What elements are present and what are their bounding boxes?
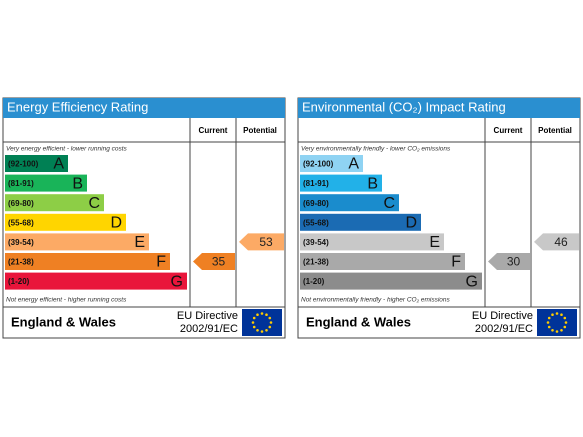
bottom-note: Not environmentally friendly - higher CO… bbox=[301, 297, 451, 304]
band-letter: B bbox=[367, 175, 378, 192]
band-letter: C bbox=[383, 195, 395, 212]
band bbox=[5, 253, 170, 270]
flag-star bbox=[260, 312, 264, 315]
band bbox=[300, 253, 465, 270]
flag-star bbox=[265, 313, 268, 317]
band bbox=[5, 213, 126, 231]
band-range: (1-20) bbox=[8, 277, 30, 286]
column-header: Potential bbox=[243, 126, 277, 135]
rating-value: 35 bbox=[212, 255, 226, 269]
band-range: (69-80) bbox=[303, 199, 329, 208]
flag-star bbox=[268, 316, 272, 320]
flag-star bbox=[547, 325, 551, 329]
band bbox=[300, 233, 444, 251]
region: England & Wales bbox=[11, 314, 116, 329]
rating-arrow bbox=[193, 253, 235, 270]
rating-arrow bbox=[488, 253, 530, 270]
band-range: (1-20) bbox=[303, 277, 325, 286]
directive: EU Directive bbox=[472, 310, 533, 322]
title-bar bbox=[3, 98, 285, 118]
band-letter: G bbox=[171, 273, 183, 290]
band-letter: E bbox=[429, 234, 440, 251]
band bbox=[5, 272, 187, 290]
band-range: (21-38) bbox=[8, 258, 34, 267]
rating-panel: Energy Efficiency Rating Current Potential… bbox=[2, 97, 286, 339]
band bbox=[300, 174, 382, 192]
band-range: (69-80) bbox=[8, 199, 34, 208]
column-header: Potential bbox=[538, 126, 572, 135]
rating-value: 30 bbox=[507, 255, 521, 269]
panel-title: Environmental (CO₂) Impact Rating bbox=[302, 99, 506, 114]
flag-star bbox=[256, 313, 259, 317]
band bbox=[300, 155, 363, 172]
flag-star bbox=[256, 328, 259, 332]
rating-value: 46 bbox=[554, 235, 568, 249]
band-range: (92-100) bbox=[303, 160, 334, 169]
flag-star bbox=[252, 325, 256, 329]
title-bar bbox=[298, 98, 580, 118]
flag-star bbox=[563, 316, 567, 320]
band-range: (39-54) bbox=[8, 238, 34, 247]
band-letter: G bbox=[466, 273, 478, 290]
directive-code: 2002/91/EC bbox=[475, 323, 533, 335]
flag-star bbox=[555, 312, 559, 315]
directive-code: 2002/91/EC bbox=[180, 323, 238, 335]
flag-star bbox=[560, 313, 563, 317]
band-letter: D bbox=[110, 215, 122, 232]
band-letter: F bbox=[451, 254, 461, 271]
band-letter: B bbox=[72, 175, 83, 192]
band bbox=[5, 174, 87, 192]
band-letter: E bbox=[134, 234, 145, 251]
flag-star bbox=[563, 325, 567, 329]
band-letter: D bbox=[405, 215, 417, 232]
band bbox=[300, 272, 482, 290]
flag-star bbox=[560, 328, 563, 332]
rating-arrow bbox=[239, 233, 284, 251]
flag-star bbox=[551, 328, 554, 332]
band-range: (55-68) bbox=[303, 218, 329, 227]
band-letter: F bbox=[156, 254, 166, 271]
flag-star bbox=[546, 321, 550, 324]
band-range: (92-100) bbox=[8, 160, 39, 169]
band-letter: A bbox=[53, 156, 64, 173]
flag-star bbox=[551, 313, 554, 317]
band-letter: C bbox=[88, 195, 100, 212]
flag-star bbox=[564, 321, 568, 324]
band bbox=[300, 213, 421, 231]
column-header: Current bbox=[494, 126, 523, 135]
top-note: Very energy efficient - lower running co… bbox=[6, 146, 128, 153]
band-range: (21-38) bbox=[303, 258, 329, 267]
band bbox=[300, 194, 399, 212]
band-range: (81-91) bbox=[8, 179, 34, 188]
flag-star bbox=[555, 330, 559, 333]
rating-panel: Environmental (CO₂) Impact Rating Current… bbox=[297, 97, 581, 339]
flag-star bbox=[265, 328, 268, 332]
flag-star bbox=[269, 321, 273, 324]
flag-star bbox=[268, 325, 272, 329]
flag-star bbox=[252, 316, 256, 320]
region: England & Wales bbox=[306, 314, 411, 329]
band-range: (39-54) bbox=[303, 238, 329, 247]
band bbox=[5, 194, 104, 212]
flag-star bbox=[260, 330, 264, 333]
flag-star bbox=[547, 316, 551, 320]
band-range: (81-91) bbox=[303, 179, 329, 188]
bottom-note: Not energy efficient - higher running co… bbox=[6, 297, 127, 304]
top-note: Very environmentally friendly - lower CO… bbox=[301, 146, 451, 153]
column-header: Current bbox=[199, 126, 228, 135]
flag-star bbox=[251, 321, 255, 324]
rating-value: 53 bbox=[259, 235, 273, 249]
rating-arrow bbox=[534, 233, 579, 251]
band-letter: A bbox=[348, 156, 359, 173]
band-range: (55-68) bbox=[8, 218, 34, 227]
band bbox=[5, 233, 149, 251]
panel-title: Energy Efficiency Rating bbox=[7, 99, 148, 114]
band bbox=[5, 155, 68, 172]
directive: EU Directive bbox=[177, 310, 238, 322]
